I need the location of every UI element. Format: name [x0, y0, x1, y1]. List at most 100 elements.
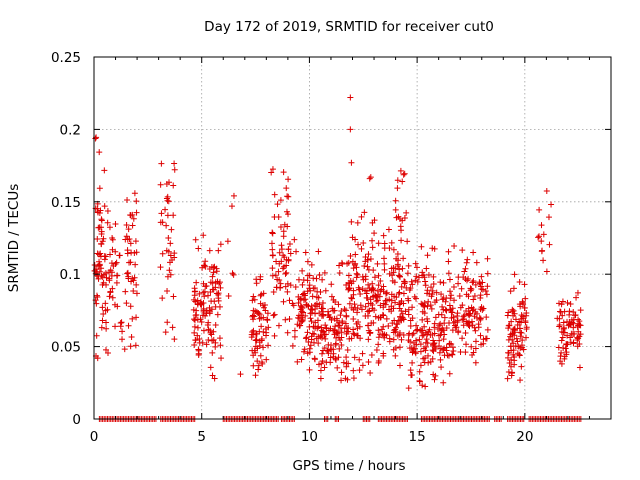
data-point-374 [250, 307, 257, 314]
data-point-832 [369, 285, 376, 292]
data-point-1257 [468, 286, 475, 293]
data-point-1310 [512, 342, 519, 349]
data-point-873 [369, 302, 376, 309]
data-point-626 [336, 262, 343, 269]
data-point-54 [96, 251, 103, 258]
data-point-1100 [445, 248, 452, 255]
data-point-498 [293, 248, 300, 255]
data-point-776 [363, 294, 370, 301]
data-point-1377 [538, 238, 545, 245]
data-point-154 [124, 270, 131, 277]
data-point-1382 [548, 201, 555, 208]
data-point-159 [164, 319, 171, 326]
data-point-1066 [420, 355, 427, 362]
data-point-1352 [510, 347, 517, 354]
data-point-1242 [483, 291, 490, 298]
data-point-264 [191, 342, 198, 349]
data-point-513 [306, 366, 313, 373]
data-point-239 [194, 324, 201, 331]
data-point-348 [262, 307, 269, 314]
grid-layer [94, 57, 611, 419]
data-point-666 [324, 348, 331, 355]
data-point-1274 [463, 277, 470, 284]
data-point-100 [107, 251, 114, 258]
data-point-321 [225, 292, 232, 299]
data-point-925 [370, 293, 377, 300]
data-point-494 [291, 333, 298, 340]
data-point-278 [196, 290, 203, 297]
data-point-302 [203, 341, 210, 348]
data-point-1468 [575, 328, 582, 335]
data-point-385 [251, 296, 258, 303]
data-point-1159 [421, 303, 428, 310]
data-point-924 [392, 326, 399, 333]
data-point-1357 [505, 349, 512, 356]
data-point-555 [312, 310, 319, 317]
data-point-588 [321, 269, 328, 276]
data-point-1331 [517, 329, 524, 336]
data-point-546 [309, 330, 316, 337]
data-point-1386 [540, 231, 547, 238]
data-point-1290 [518, 363, 525, 370]
data-point-179 [167, 240, 174, 247]
data-point-181 [162, 329, 169, 336]
data-point-1476 [211, 375, 218, 382]
data-point-757 [352, 236, 359, 243]
data-point-56 [96, 258, 103, 265]
data-point-1138 [408, 278, 415, 285]
data-point-201 [193, 279, 200, 286]
data-point-277 [190, 316, 197, 323]
data-point-1086 [430, 273, 437, 280]
data-point-653 [323, 359, 330, 366]
data-point-1144 [441, 314, 448, 321]
data-point-1174 [432, 372, 439, 379]
data-point-210 [200, 232, 207, 239]
data-point-682 [338, 341, 345, 348]
data-point-1387 [540, 257, 547, 264]
data-point-69 [99, 238, 106, 245]
data-point-1221 [463, 341, 470, 348]
data-point-132 [127, 240, 134, 247]
data-point-1438 [576, 364, 583, 371]
data-point-1374 [518, 342, 525, 349]
data-point-422 [280, 252, 287, 259]
data-point-476 [299, 267, 306, 274]
data-point-1158 [440, 295, 447, 302]
data-point-807 [398, 237, 405, 244]
data-point-155 [133, 209, 140, 216]
data-point-191 [163, 195, 170, 202]
data-point-1465 [569, 319, 576, 326]
data-point-0 [104, 219, 111, 226]
data-point-794 [364, 256, 371, 263]
data-point-936 [373, 294, 380, 301]
data-point-671 [335, 354, 342, 361]
y-tick-label-0: 0 [72, 412, 81, 428]
data-point-674 [327, 354, 334, 361]
data-point-736 [350, 315, 357, 322]
data-point-912 [381, 266, 388, 273]
data-point-166 [170, 212, 177, 219]
chart-title: Day 172 of 2019, SRMTID for receiver cut… [204, 19, 494, 35]
data-point-1414 [567, 334, 574, 341]
data-point-1366 [504, 375, 511, 382]
data-point-397 [269, 246, 276, 253]
data-point-1280 [484, 326, 491, 333]
data-point-439 [280, 298, 287, 305]
data-point-684 [343, 312, 350, 319]
data-point-965 [399, 178, 406, 185]
data-point-431 [284, 193, 291, 200]
data-point-760 [364, 322, 371, 329]
data-point-1388 [535, 234, 542, 241]
data-point-214 [194, 332, 201, 339]
data-point-1385 [545, 214, 552, 221]
data-point-108 [119, 336, 126, 343]
data-point-284 [205, 319, 212, 326]
data-point-1154 [415, 274, 422, 281]
data-point-649 [339, 318, 346, 325]
data-point-104 [106, 269, 113, 276]
data-point-551 [311, 356, 318, 363]
data-point-372 [248, 334, 255, 341]
data-point-66 [98, 216, 105, 223]
data-point-973 [392, 206, 399, 213]
data-point-678 [331, 331, 338, 338]
